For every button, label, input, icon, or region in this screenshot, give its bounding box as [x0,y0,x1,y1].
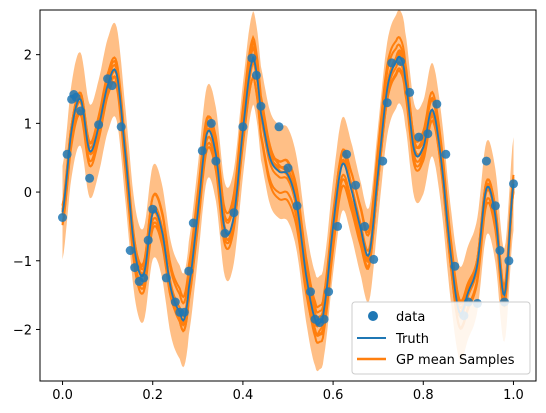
data-point [58,213,67,222]
data-point [125,246,135,255]
legend-data-marker [368,311,378,321]
data-point [238,122,248,132]
data-points-group [58,53,518,328]
x-tick-label: 0.0 [52,388,73,403]
data-point [504,256,514,266]
data-point [130,263,140,273]
legend: data Truth GP mean Samples [351,301,531,375]
legend-label-truth: Truth [395,332,429,347]
x-tick-label: 0.6 [323,388,344,403]
y-tick-label: −2 [13,323,32,338]
data-point [378,156,388,166]
data-point [490,201,500,211]
data-point [256,101,266,111]
y-tick-label: −1 [13,255,32,270]
data-point [306,287,315,297]
data-point [220,228,230,238]
x-tick-label: 0.8 [413,388,434,403]
data-point [247,53,257,63]
data-point [229,208,239,218]
data-point [116,122,126,132]
legend-label-data: data [396,310,425,325]
data-point [423,129,433,139]
data-point [211,156,221,166]
data-point [495,246,505,255]
legend-box [351,301,531,375]
data-point [333,221,343,231]
data-point [481,156,491,166]
y-tick-label: 2 [24,49,32,64]
x-axis: 0.0 0.2 0.4 0.6 0.8 1.0 [52,381,524,403]
data-point [509,179,518,189]
data-point [251,70,261,80]
plot-frame [39,9,537,382]
y-axis: −2 −1 0 1 2 [13,49,40,338]
data-point [351,180,361,190]
data-point [148,204,158,214]
data-point [450,261,460,271]
data-point [94,120,104,130]
data-point [387,58,397,68]
data-point [319,314,329,324]
data-point [360,221,370,231]
data-point [441,149,451,159]
data-point [85,173,95,183]
data-point [283,163,293,173]
data-point [405,87,415,97]
data-point [107,81,117,91]
data-point [382,98,392,108]
data-point [292,201,302,211]
data-point [76,106,86,116]
data-point [342,149,352,159]
y-tick-label: 0 [24,186,32,201]
data-point [184,266,194,276]
data-point [143,235,153,245]
data-point [103,74,113,84]
data-point [206,118,216,128]
data-point [369,254,379,264]
data-point [324,287,334,297]
data-point [274,122,284,132]
data-point [62,149,72,159]
data-point [396,57,406,66]
x-tick-label: 0.4 [233,388,254,403]
data-point [179,307,189,317]
y-tick-label: 1 [24,117,32,132]
data-point [188,218,198,228]
data-point [139,273,149,283]
data-point [432,99,442,109]
legend-label-gp-mean-samples: GP mean Samples [396,353,515,368]
data-point [197,146,207,156]
data-point [414,132,424,142]
data-point [170,297,180,307]
x-tick-label: 1.0 [503,388,524,403]
x-tick-label: 0.2 [142,388,163,403]
data-point [161,273,171,283]
data-point [71,92,81,102]
